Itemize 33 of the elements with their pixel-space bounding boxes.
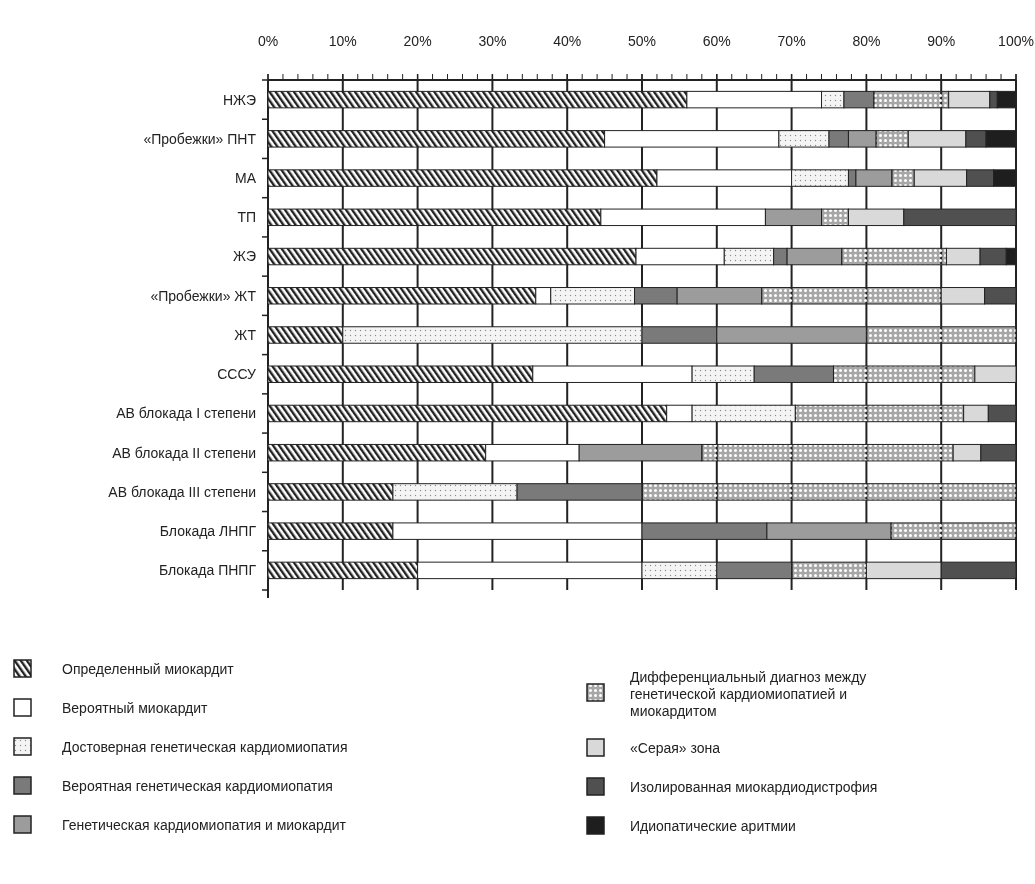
y-tick-label: Блокада ПНПГ [158,562,257,579]
x-tick-label: 0% [257,33,279,49]
x-tick-label: 10% [328,33,357,49]
y-tick-label: ЖЭ [233,248,256,265]
x-tick-label: 40% [553,33,582,49]
y-tick-label: ТП [237,209,256,226]
x-tick-label: 60% [702,33,731,49]
legend-label: Генетическая кардиомиопатия и миокардит [62,816,347,833]
y-tick-label: «Пробежки» ПНТ [143,130,257,147]
y-tick-label: АВ блокада I степени [116,405,256,422]
x-tick-label: 90% [927,33,956,49]
x-tick-label: 30% [478,33,507,49]
y-tick-label: «Пробежки» ЖТ [150,287,257,304]
y-tick-label: АВ блокада II степени [112,444,256,461]
legend-label: Определенный миокардит [62,660,235,677]
y-tick-label: Блокада ЛНПГ [159,523,257,540]
y-tick-label: СССУ [217,366,257,383]
y-tick-label: АВ блокада III степени [108,483,256,500]
y-tick-label: ЖТ [234,326,257,343]
legend-label: Идиопатические аритмии [630,817,796,834]
legend-label: Вероятный миокардит [62,699,209,716]
legend-label: Изолированная миокардиодистрофия [630,778,878,795]
y-tick-label: МА [235,169,257,186]
x-tick-label: 50% [627,33,657,49]
legend-label: Достоверная генетическая кардиомиопатия [62,738,348,755]
x-tick-label: 100% [998,33,1034,49]
x-tick-label: 70% [777,33,806,49]
legend-label: Вероятная генетическая кардиомиопатия [62,777,333,794]
x-tick-label: 20% [403,33,432,49]
legend-label: Дифференциальный диагноз между генетической кардиомиопатией и миокардитом [630,668,867,719]
y-tick-label: НЖЭ [222,91,256,108]
legend-label: «Серая» зона [630,739,721,756]
x-tick-label: 80% [852,33,881,49]
